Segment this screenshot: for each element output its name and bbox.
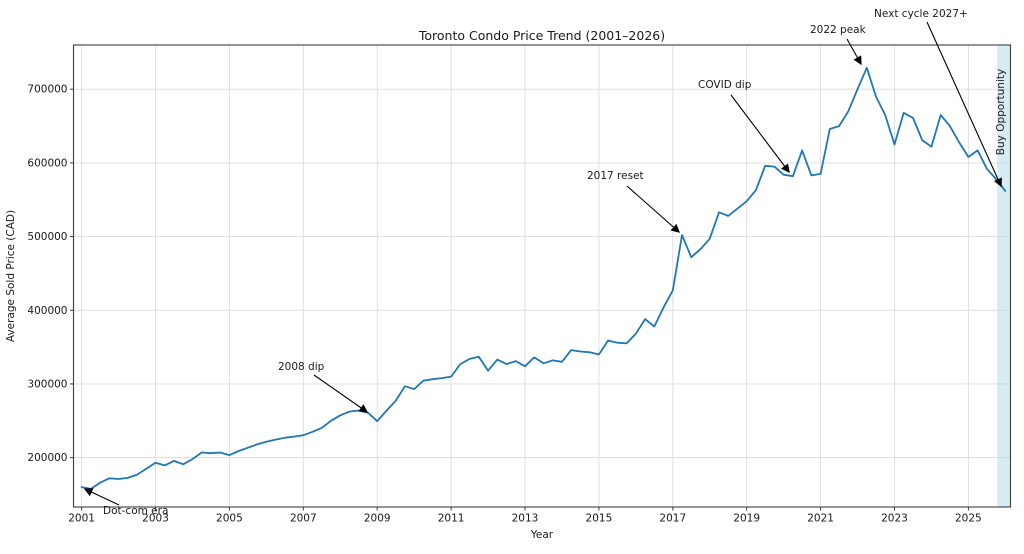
plot-border [72, 44, 1012, 508]
annotation-arrow [926, 21, 1002, 188]
price-line-series [80, 66, 1007, 490]
annotation-arrow [730, 94, 790, 174]
axes-spines [72, 44, 1012, 508]
y-tick-label: 400000 [27, 305, 67, 317]
annotations: Dot-com era 2008 dip 2017 reset COVID dip 20… [83, 8, 1007, 517]
axis-ticks: 2001 2003 2005 2007 2009 2011 2013 2015 2017 2019… [27, 84, 981, 525]
annotation-arrow [846, 38, 862, 66]
annotation-text: COVID dip [698, 79, 752, 91]
x-tick-label: 2011 [438, 513, 465, 525]
x-tick-label: 2005 [216, 513, 243, 525]
x-tick-label: 2019 [733, 513, 760, 525]
y-tick-label: 600000 [27, 157, 67, 169]
annotation-arrow [313, 374, 369, 413]
axvspan-rect [997, 45, 1011, 507]
x-tick-label: 2021 [807, 513, 834, 525]
x-tick-label: 2003 [142, 513, 169, 525]
y-axis-label: Average Sold Price (CAD) [5, 210, 17, 342]
y-tick-label: 200000 [27, 452, 67, 464]
grid-lines [73, 45, 1011, 507]
x-tick-label: 2023 [881, 513, 908, 525]
x-tick-label: 2025 [955, 513, 982, 525]
x-tick-label: 2013 [512, 513, 539, 525]
annotation-text: Next cycle 2027+ [874, 8, 968, 20]
x-axis-label: Year [530, 529, 554, 541]
x-tick-label: 2017 [659, 513, 686, 525]
buy-opportunity-band [997, 45, 1011, 507]
y-tick-label: 300000 [27, 378, 67, 390]
x-tick-label: 2009 [364, 513, 391, 525]
annotation-text: 2022 peak [810, 24, 867, 36]
band-label: Buy Opportunity [995, 69, 1007, 155]
x-tick-label: 2007 [290, 513, 317, 525]
annotation-arrow [626, 185, 680, 233]
y-tick-label: 700000 [27, 84, 67, 96]
chart-title: Toronto Condo Price Trend (2001–2026) [418, 28, 665, 43]
y-tick-label: 500000 [27, 231, 67, 243]
annotation-text: 2017 reset [587, 170, 644, 182]
annotation-text: Dot-com era [103, 505, 168, 517]
x-tick-label: 2001 [68, 513, 95, 525]
annotation-arrow [83, 488, 120, 506]
x-tick-label: 2015 [586, 513, 613, 525]
annotation-text: 2008 dip [278, 361, 325, 373]
price-line [80, 66, 1007, 490]
